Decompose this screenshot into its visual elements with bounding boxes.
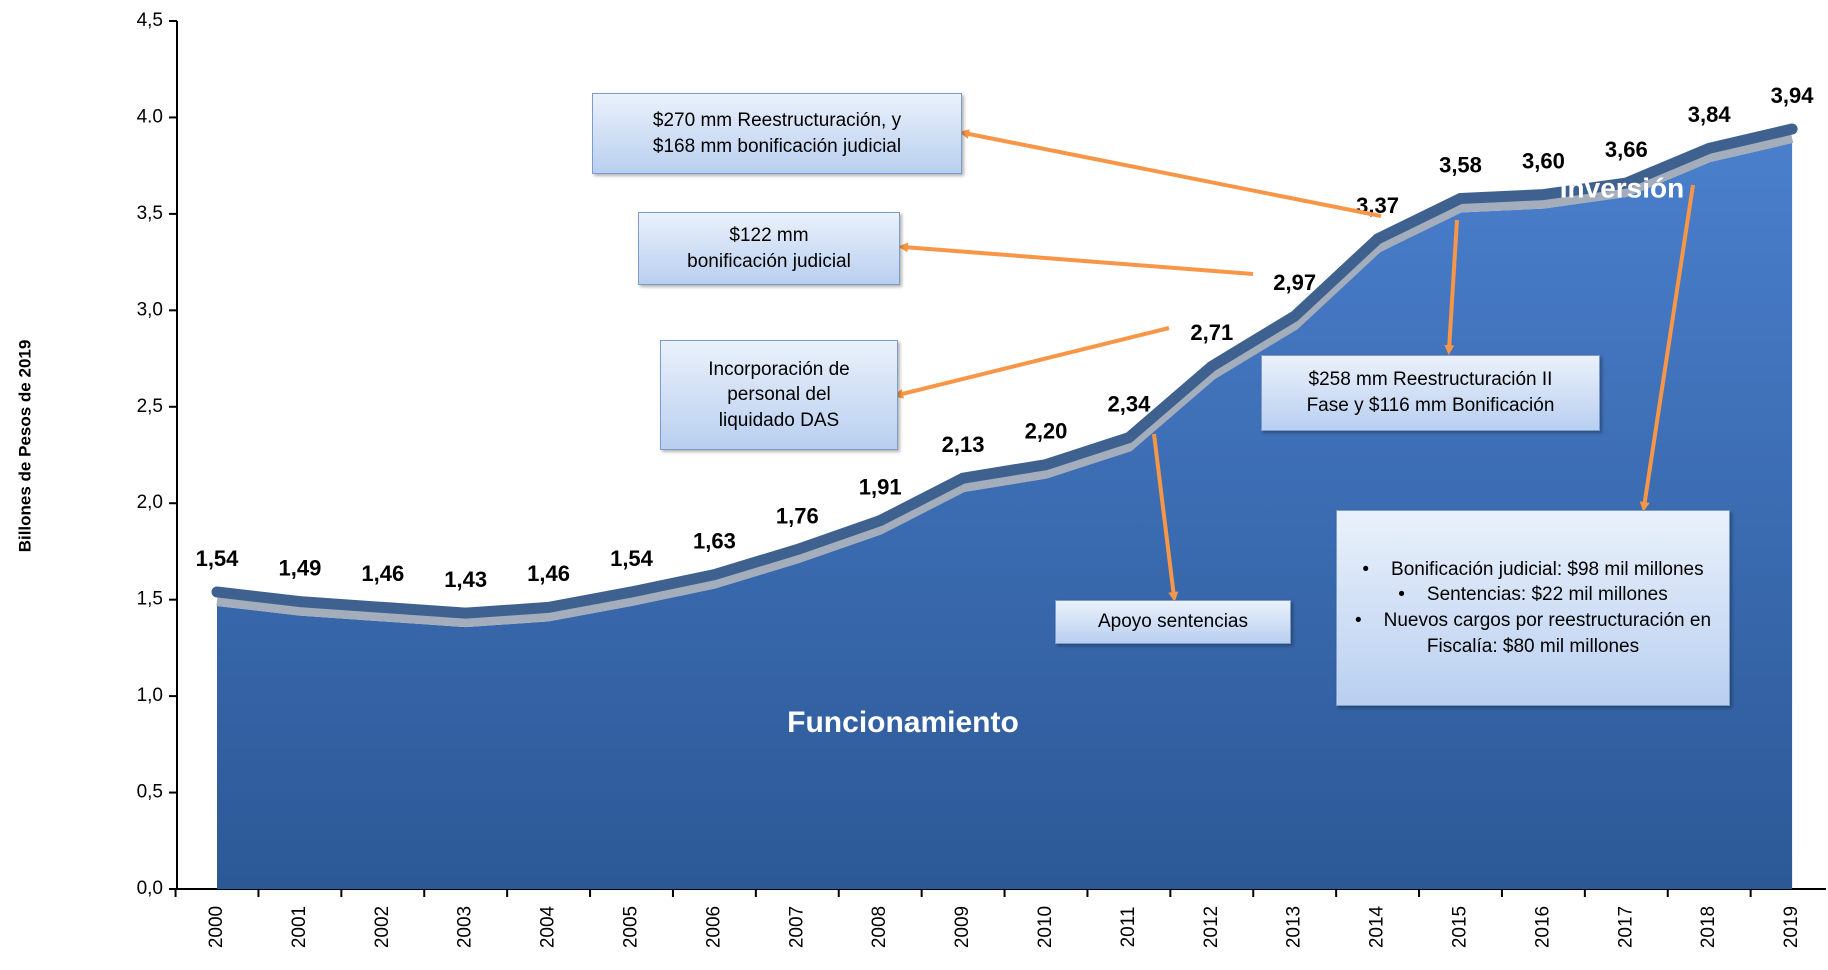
annotation-text: liquidado DAS bbox=[718, 409, 840, 431]
bullet-item: Sentencias: $22 mil millones bbox=[1347, 582, 1719, 608]
y-tick-label: 3,0 bbox=[137, 299, 163, 320]
annotation-text: $270 mm Reestructuración, y bbox=[652, 109, 902, 131]
data-label: 3,66 bbox=[1605, 137, 1648, 162]
area-label: Inversión bbox=[1560, 172, 1684, 203]
annotation-arrow bbox=[1444, 219, 1459, 355]
bullet-item: Nuevos cargos por reestructuración en Fi… bbox=[1347, 608, 1719, 659]
annotation-arrow bbox=[898, 242, 1254, 276]
data-label: 2,34 bbox=[1107, 391, 1151, 416]
x-tick-label: 2009 bbox=[952, 906, 973, 948]
annotation-text: $258 mm Reestructuración II bbox=[1308, 369, 1553, 391]
annotation-box: Incorporación de personal del liquidado DA… bbox=[660, 340, 898, 450]
x-tick-label: 2016 bbox=[1532, 906, 1553, 948]
x-tick-label: 2004 bbox=[538, 905, 559, 948]
annotation-text: Apoyo sentencias bbox=[1098, 611, 1248, 633]
annotation-arrow bbox=[1152, 433, 1179, 602]
bullet-text: Nuevos cargos por reestructuración en Fi… bbox=[1383, 610, 1712, 657]
area-band bbox=[216, 133, 1794, 628]
data-label: 1,91 bbox=[859, 474, 902, 499]
x-tick-label: 2015 bbox=[1450, 906, 1471, 948]
x-tick-label: 2010 bbox=[1035, 906, 1056, 948]
annotation-arrow bbox=[959, 129, 1382, 218]
data-label: 1,76 bbox=[776, 503, 819, 528]
bullet-text: Sentencias: $22 mil millones bbox=[1426, 584, 1668, 606]
data-label: 1,49 bbox=[278, 555, 321, 580]
data-label: 1,63 bbox=[693, 528, 736, 553]
data-label: 3,58 bbox=[1439, 152, 1482, 177]
data-label: 1,46 bbox=[527, 561, 570, 586]
annotation-box: $270 mm Reestructuración, y $168 mm bonif… bbox=[592, 93, 962, 174]
x-tick-label: 2002 bbox=[372, 906, 393, 948]
x-tick-label: 2003 bbox=[455, 906, 476, 948]
x-tick-label: 2014 bbox=[1367, 905, 1388, 948]
annotation-text: personal del bbox=[727, 384, 831, 406]
y-tick-label: 1,5 bbox=[137, 589, 163, 610]
annotation-box: Apoyo sentencias bbox=[1055, 600, 1291, 644]
y-tick-label: 2,0 bbox=[137, 492, 163, 513]
data-label: 1,43 bbox=[444, 567, 487, 592]
annotation-arrow bbox=[1639, 184, 1695, 512]
x-tick-label: 2005 bbox=[621, 906, 642, 948]
bullet-text: Bonificación judicial: $98 mil millones bbox=[1391, 558, 1704, 580]
data-label: 2,71 bbox=[1190, 320, 1233, 345]
total-line bbox=[211, 123, 1798, 619]
area-label: Funcionamiento bbox=[787, 706, 1019, 739]
annotation-box: $258 mm Reestructuración II Fase y $116 m… bbox=[1261, 355, 1600, 431]
y-tick-label: 3,5 bbox=[137, 203, 163, 224]
annotation-box: $122 mm bonificación judicial bbox=[638, 212, 900, 285]
data-label: 2,97 bbox=[1273, 270, 1316, 295]
y-tick-label: 4,5 bbox=[137, 10, 163, 31]
x-tick-label: 2000 bbox=[206, 906, 227, 948]
x-tick-label: 2008 bbox=[869, 906, 890, 948]
annotation-text: $168 mm bonificación judicial bbox=[652, 135, 902, 157]
annotation-text: Fase y $116 mm Bonificación bbox=[1306, 395, 1555, 416]
x-tick-label: 2001 bbox=[289, 906, 310, 948]
annotation-text: $122 mm bbox=[729, 224, 809, 246]
data-label: 3,94 bbox=[1771, 83, 1815, 108]
data-label: 1,54 bbox=[610, 546, 654, 571]
annotation-text: Incorporación de bbox=[708, 358, 850, 380]
y-tick-label: 4.0 bbox=[137, 106, 163, 127]
y-tick-label: 0,0 bbox=[137, 878, 163, 899]
y-tick-label: 1,0 bbox=[137, 685, 163, 706]
x-tick-label: 2006 bbox=[703, 906, 724, 948]
data-label: 1,54 bbox=[196, 546, 240, 571]
data-label: 2,13 bbox=[942, 432, 985, 457]
data-label: 3,84 bbox=[1688, 102, 1732, 127]
bullet-item: Bonificación judicial: $98 mil millones bbox=[1347, 557, 1719, 583]
data-label: 3,60 bbox=[1522, 148, 1565, 173]
bullet-list: Bonificación judicial: $98 mil millones S… bbox=[1337, 557, 1729, 660]
x-tick-label: 2007 bbox=[786, 906, 807, 948]
y-tick-label: 2,5 bbox=[137, 396, 163, 417]
data-label: 2,20 bbox=[1025, 418, 1068, 443]
y-axis-title: Billones de Pesos de 2019 bbox=[15, 340, 34, 553]
annotation-box: Bonificación judicial: $98 mil millones S… bbox=[1336, 510, 1730, 706]
x-tick-label: 2013 bbox=[1284, 906, 1305, 948]
y-tick-label: 0,5 bbox=[137, 782, 163, 803]
x-tick-label: 2012 bbox=[1201, 906, 1222, 948]
data-label: 1,46 bbox=[361, 561, 404, 586]
x-tick-label: 2017 bbox=[1615, 906, 1636, 948]
x-tick-label: 2018 bbox=[1698, 906, 1719, 948]
x-tick-label: 2011 bbox=[1118, 907, 1139, 948]
x-tick-label: 2019 bbox=[1781, 906, 1802, 948]
annotation-arrow bbox=[893, 326, 1170, 399]
annotation-text: bonificación judicial bbox=[687, 250, 851, 272]
